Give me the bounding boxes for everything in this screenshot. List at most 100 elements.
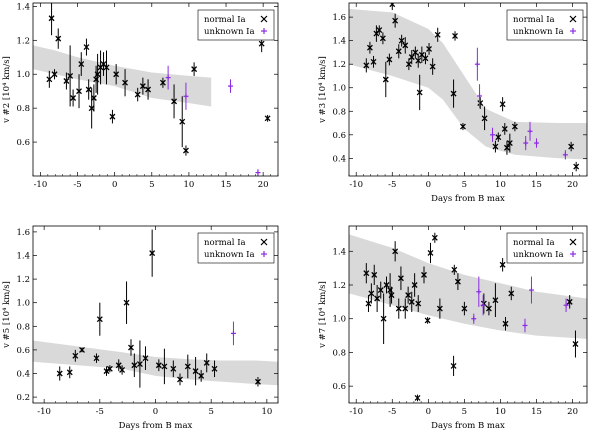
x-marker-stroke <box>566 298 573 305</box>
normal-point <box>85 79 92 100</box>
x-marker-stroke <box>83 44 90 51</box>
legend-marker-unknown <box>261 28 267 34</box>
normal-point <box>382 61 389 98</box>
x-marker-stroke <box>499 261 506 268</box>
x-marker-stroke <box>436 305 443 312</box>
x-marker-stroke <box>427 250 434 256</box>
x-marker-stroke <box>508 290 515 297</box>
x-marker-stroke <box>572 341 579 347</box>
normal-point <box>203 353 210 373</box>
unknown-point <box>528 276 534 304</box>
x-marker-stroke <box>66 369 73 376</box>
y-tick-label: 1.0 <box>332 84 346 94</box>
x-marker-stroke <box>492 297 499 304</box>
x-marker-stroke <box>72 352 79 359</box>
x-marker-stroke <box>363 62 370 69</box>
x-marker-stroke <box>414 394 421 401</box>
legend-marker-stroke <box>569 15 577 23</box>
x-marker-stroke <box>431 234 438 241</box>
x-axis-label: Days from B max <box>431 421 505 431</box>
y-tick-label: 1.0 <box>16 70 30 80</box>
x-marker-stroke <box>159 79 166 86</box>
panel-v7: -10 -5 0 5 10 15 20 0.6 0.8 1.0 1.2 1.4 Days from B … <box>318 225 588 431</box>
x-marker-stroke <box>382 76 389 83</box>
x-marker-stroke <box>411 282 418 288</box>
unknown-point <box>490 127 496 142</box>
normal-point <box>422 52 429 65</box>
x-marker-stroke <box>511 123 518 130</box>
normal-point <box>363 58 370 73</box>
x-marker-stroke <box>134 91 141 98</box>
normal-point <box>191 62 198 76</box>
x-marker-stroke <box>103 368 110 375</box>
x-marker-stroke <box>191 66 198 73</box>
x-marker-stroke <box>122 79 129 86</box>
x-marker-stroke <box>402 42 409 49</box>
x-marker-stroke <box>115 362 122 369</box>
legend-marker-unknown <box>570 251 576 257</box>
x-marker-stroke <box>392 248 399 255</box>
normal-point <box>184 354 191 379</box>
normal-point <box>408 291 415 312</box>
unknown-point <box>183 82 189 110</box>
normal-point <box>501 123 508 135</box>
unknown-point <box>255 169 261 176</box>
y-tick-label: 1.4 <box>332 37 346 47</box>
normal-point <box>392 13 399 28</box>
plot-area <box>33 3 271 176</box>
normal-point <box>451 264 458 275</box>
normal-point <box>429 58 436 75</box>
x-marker-stroke <box>398 37 405 44</box>
x-axis-label: Days from B max <box>431 194 505 204</box>
normal-point <box>192 356 199 386</box>
x-marker-stroke <box>96 316 103 323</box>
normal-point <box>55 28 62 49</box>
x-marker-stroke <box>376 27 383 34</box>
y-tick-label: 1.2 <box>16 275 30 285</box>
plot-area <box>33 229 278 388</box>
normal-point <box>395 298 402 319</box>
normal-point <box>93 353 100 363</box>
x-tick-label: -5 <box>388 180 396 190</box>
y-tick-label: 0.8 <box>332 348 346 358</box>
x-tick-label: -10 <box>349 180 363 190</box>
plot-frame <box>348 2 588 177</box>
x-marker-stroke <box>495 134 502 141</box>
normal-point <box>170 360 177 378</box>
x-marker-stroke <box>477 100 484 106</box>
legend-box <box>506 232 584 264</box>
x-marker-stroke <box>408 298 415 305</box>
legend-label-normal: normal Ia <box>204 238 246 248</box>
x-marker-stroke <box>123 299 130 306</box>
normal-point <box>368 283 375 304</box>
x-marker-stroke <box>568 143 575 150</box>
model-band <box>33 340 278 386</box>
y-tick-label: 0.6 <box>16 138 30 148</box>
normal-point <box>106 365 113 373</box>
normal-point <box>115 359 122 372</box>
unknown-point <box>522 318 528 333</box>
x-tick-label: 0 <box>426 407 431 417</box>
normal-point <box>566 295 573 309</box>
x-marker-stroke <box>426 45 433 52</box>
legend-label-unknown: unknown Ia <box>513 27 564 37</box>
normal-point <box>139 77 146 95</box>
normal-point <box>379 32 386 45</box>
legend-label-unknown: unknown Ia <box>204 250 255 260</box>
unknown-point <box>480 295 486 316</box>
plot-frame <box>348 225 588 404</box>
normal-point <box>113 64 120 85</box>
unknown-point <box>562 150 568 160</box>
x-marker-stroke <box>374 295 381 302</box>
y-axis-label: v #3 [10⁴ km/s] <box>318 56 328 124</box>
normal-point <box>182 145 189 156</box>
normal-point <box>254 377 261 387</box>
normal-point <box>370 55 377 68</box>
x-marker-stroke <box>55 35 62 42</box>
model-band <box>349 234 587 339</box>
x-marker-stroke <box>264 115 271 122</box>
x-marker-stroke <box>363 270 370 277</box>
y-tick-label: 1.2 <box>332 60 346 70</box>
x-marker-stroke <box>100 61 107 68</box>
normal-point <box>454 273 461 291</box>
